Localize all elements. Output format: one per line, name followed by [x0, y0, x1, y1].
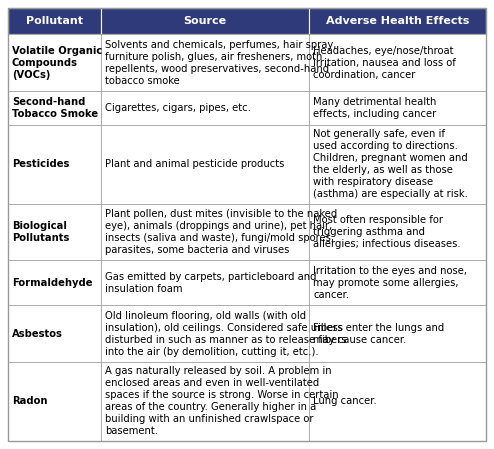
- Bar: [101, 362, 309, 441]
- Text: Radon: Radon: [12, 396, 47, 406]
- Text: Solvents and chemicals, perfumes, hair spray,
furniture polish, glues, air fresh: Solvents and chemicals, perfumes, hair s…: [105, 40, 336, 86]
- Text: Fibers enter the lungs and
may cause cancer.: Fibers enter the lungs and may cause can…: [313, 322, 445, 344]
- Bar: [309, 305, 486, 362]
- Bar: [309, 35, 486, 91]
- Text: Plant pollen, dust mites (invisible to the naked
eye), animals (droppings and ur: Plant pollen, dust mites (invisible to t…: [105, 209, 337, 255]
- Bar: [8, 204, 101, 260]
- Text: Biological
Pollutants: Biological Pollutants: [12, 221, 69, 243]
- Text: Volatile Organic
Compounds
(VOCs): Volatile Organic Compounds (VOCs): [12, 46, 102, 79]
- Bar: [309, 204, 486, 260]
- Text: Headaches, eye/nose/throat
irritation, nausea and loss of
coordination, cancer: Headaches, eye/nose/throat irritation, n…: [313, 46, 456, 79]
- Text: Asbestos: Asbestos: [12, 329, 63, 339]
- Text: Pesticides: Pesticides: [12, 159, 69, 169]
- Text: Formaldehyde: Formaldehyde: [12, 278, 92, 288]
- Bar: [101, 204, 309, 260]
- Text: Cigarettes, cigars, pipes, etc.: Cigarettes, cigars, pipes, etc.: [105, 103, 251, 113]
- Text: Old linoleum flooring, old walls (with old
insulation), old ceilings. Considered: Old linoleum flooring, old walls (with o…: [105, 311, 347, 357]
- Bar: [309, 362, 486, 441]
- Text: Irritation to the eyes and nose,
may promote some allergies,
cancer.: Irritation to the eyes and nose, may pro…: [313, 266, 467, 300]
- Bar: [8, 8, 101, 35]
- Bar: [8, 260, 101, 305]
- Bar: [101, 8, 309, 35]
- Bar: [8, 8, 486, 35]
- Text: A gas naturally released by soil. A problem in
enclosed areas and even in well-v: A gas naturally released by soil. A prob…: [105, 366, 339, 436]
- Bar: [309, 8, 486, 35]
- Bar: [309, 91, 486, 124]
- Bar: [8, 124, 101, 204]
- Bar: [8, 362, 101, 441]
- Bar: [309, 260, 486, 305]
- Bar: [101, 35, 309, 91]
- Text: Adverse Health Effects: Adverse Health Effects: [326, 16, 469, 26]
- Text: Not generally safe, even if
used according to directions.
Children, pregnant wom: Not generally safe, even if used accordi…: [313, 129, 468, 199]
- Text: Many detrimental health
effects, including cancer: Many detrimental health effects, includi…: [313, 97, 437, 119]
- Bar: [101, 260, 309, 305]
- Bar: [8, 305, 101, 362]
- Bar: [101, 91, 309, 124]
- Text: Source: Source: [184, 16, 227, 26]
- Bar: [8, 35, 101, 91]
- Text: Plant and animal pesticide products: Plant and animal pesticide products: [105, 159, 285, 169]
- Text: Lung cancer.: Lung cancer.: [313, 396, 377, 406]
- Text: Gas emitted by carpets, particleboard and
insulation foam: Gas emitted by carpets, particleboard an…: [105, 272, 317, 294]
- Bar: [8, 91, 101, 124]
- Bar: [101, 305, 309, 362]
- Text: Most often responsible for
triggering asthma and
allergies; infectious diseases.: Most often responsible for triggering as…: [313, 215, 461, 249]
- Text: Second-hand
Tobacco Smoke: Second-hand Tobacco Smoke: [12, 97, 98, 119]
- Bar: [101, 124, 309, 204]
- Text: Pollutant: Pollutant: [26, 16, 83, 26]
- Bar: [309, 124, 486, 204]
